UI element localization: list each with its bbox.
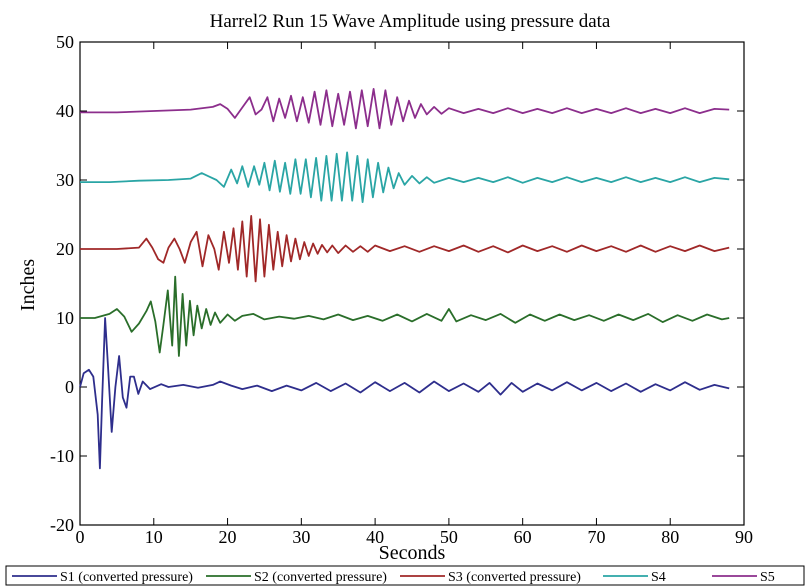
x-tick-label: 40 [366,527,384,547]
x-tick-label: 70 [587,527,605,547]
x-tick-label: 10 [145,527,163,547]
x-axis-title: Seconds [379,542,446,564]
x-tick-label: 80 [661,527,679,547]
x-tick-label: 50 [440,527,458,547]
y-tick-label: -10 [50,446,74,466]
y-tick-label: -20 [50,515,74,535]
legend: S1 (converted pressure) S2 (converted pre… [12,570,775,585]
y-tick-label: 10 [56,308,74,328]
y-tick-label: 20 [56,239,74,259]
x-tick-label: 90 [735,527,753,547]
x-tick-label: 60 [514,527,532,547]
legend-label-s2: S2 (converted pressure) [254,570,387,585]
y-tick-label: 40 [56,101,74,121]
y-tick-label: 0 [65,377,74,397]
series-line-s2 [80,275,730,357]
axis-ticks: 0 10 20 30 40 50 60 70 80 90 -20 -10 0 10 20 30 40 50 [50,32,753,547]
chart-title: Harrel2 Run 15 Wave Amplitude using pres… [210,11,611,32]
legend-label-s5: S5 [760,570,775,585]
y-tick-label: 30 [56,170,74,190]
legend-label-s1: S1 (converted pressure) [60,570,193,585]
series-layer [79,88,730,470]
plot-area-frame [79,41,745,526]
series-line-s1 [79,317,730,470]
series-line-s5 [80,88,730,130]
legend-label-s4: S4 [651,570,666,585]
x-tick-label: 0 [76,527,85,547]
x-tick-label: 20 [219,527,237,547]
series-line-s4 [80,151,730,203]
x-tick-label: 30 [292,527,310,547]
y-tick-label: 50 [56,32,74,52]
series-line-s3 [80,215,730,283]
y-axis-title: Inches [17,259,39,311]
legend-label-s3: S3 (converted pressure) [448,570,581,585]
